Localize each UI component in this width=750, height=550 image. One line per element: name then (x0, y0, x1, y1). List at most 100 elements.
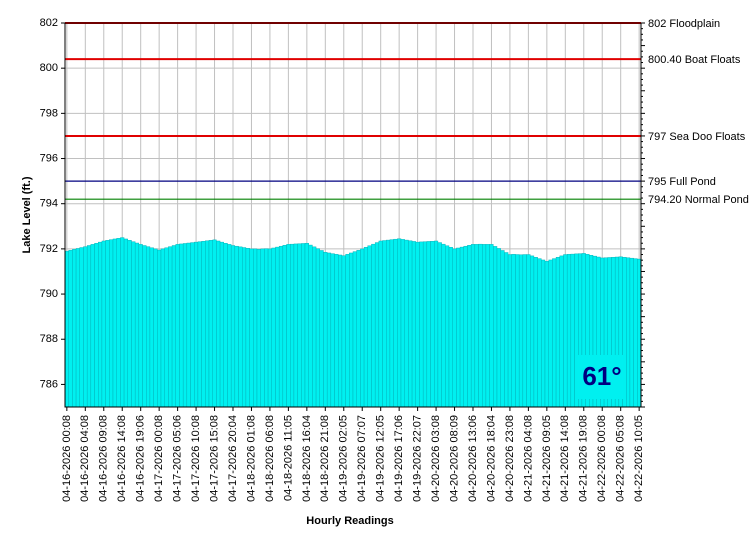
bar (72, 249, 77, 408)
bar (160, 248, 165, 408)
y-axis-title: Lake Level (ft.) (21, 176, 33, 253)
bar (482, 244, 487, 408)
bar (138, 244, 143, 408)
bar (278, 245, 284, 408)
bar (182, 243, 188, 408)
x-tick-label: 04-19-2026 17:06 (393, 415, 405, 502)
bar (467, 245, 472, 408)
bar (356, 250, 361, 408)
y-tick-label: 802 (40, 17, 58, 29)
bar (315, 248, 320, 408)
bar (363, 247, 368, 408)
bar (171, 245, 176, 408)
x-tick-label: 04-19-2026 22:07 (412, 415, 424, 502)
bar (201, 241, 206, 408)
bar (326, 252, 332, 408)
bar (304, 243, 309, 408)
bar (552, 258, 557, 408)
x-tick-label: 04-21-2026 09:05 (541, 415, 553, 502)
bar (489, 244, 494, 408)
x-tick-label: 04-20-2026 13:06 (467, 415, 479, 502)
bar (190, 242, 195, 408)
bar (555, 257, 560, 408)
bar (256, 249, 261, 408)
bar (441, 243, 446, 408)
bar (485, 244, 490, 408)
bar (338, 254, 343, 408)
bar (312, 246, 317, 408)
bar (282, 245, 287, 408)
bar (301, 243, 306, 408)
bar (349, 252, 354, 408)
bar (415, 241, 420, 408)
x-tick-label: 04-17-2026 15:08 (208, 415, 220, 502)
bar (389, 239, 394, 408)
bar (219, 241, 224, 408)
bar (64, 250, 69, 408)
bar (559, 255, 564, 408)
bar (197, 241, 202, 408)
bar (109, 239, 114, 408)
bar (533, 257, 538, 408)
bar (253, 248, 258, 408)
bar (563, 254, 568, 408)
bar (127, 240, 132, 408)
bar (86, 245, 92, 408)
bar (496, 248, 501, 408)
bar (515, 254, 520, 408)
bar (83, 246, 88, 408)
bar (430, 241, 435, 408)
x-tick-label: 04-21-2026 14:08 (559, 415, 571, 502)
bar (378, 240, 383, 408)
bar (382, 240, 387, 408)
bar (626, 257, 631, 408)
y-tick-label: 792 (40, 243, 58, 255)
x-tick-label: 04-20-2026 23:08 (504, 415, 516, 502)
y-tick-label: 796 (40, 152, 58, 164)
x-tick-label: 04-18-2026 16:04 (301, 415, 313, 502)
bar (518, 254, 524, 408)
x-tick-label: 04-21-2026 04:08 (522, 415, 534, 502)
bar (234, 245, 239, 408)
bar (205, 240, 210, 408)
bar (212, 239, 217, 408)
x-axis-title: Hourly Readings (306, 515, 393, 527)
bar (79, 247, 84, 408)
x-tick-label: 04-16-2026 14:08 (116, 415, 128, 502)
x-tick-label: 04-22-2026 10:05 (633, 415, 645, 502)
bar (478, 243, 483, 408)
bar (223, 243, 228, 408)
bar (271, 247, 276, 408)
x-tick-label: 04-17-2026 05:06 (172, 415, 184, 502)
bar (448, 247, 453, 408)
bar (500, 250, 505, 408)
reference-label: 802 Floodplain (648, 18, 720, 30)
x-tick-label: 04-17-2026 10:08 (190, 415, 202, 502)
bar (116, 238, 121, 408)
temperature-badge (578, 355, 626, 399)
x-tick-label: 04-19-2026 12:05 (375, 415, 387, 502)
bar (98, 241, 103, 408)
y-tick-label: 788 (40, 333, 58, 345)
bar (242, 247, 247, 408)
x-tick-label: 04-16-2026 19:06 (135, 415, 147, 502)
bar (238, 246, 243, 408)
x-tick-label: 04-22-2026 05:08 (615, 415, 627, 502)
bar (267, 248, 272, 408)
bar (352, 251, 357, 408)
bar (194, 241, 199, 408)
bar (264, 248, 269, 408)
bar (227, 244, 232, 408)
bar (297, 243, 302, 408)
bar (463, 245, 468, 408)
reference-label: 794.20 Normal Pond (648, 194, 749, 206)
bar (541, 259, 546, 408)
bar (493, 246, 498, 408)
bar (275, 246, 280, 408)
bar (68, 250, 73, 408)
bar (208, 240, 213, 408)
bar (445, 245, 450, 408)
bar (75, 248, 80, 408)
bar (507, 254, 512, 408)
bar (105, 240, 110, 408)
